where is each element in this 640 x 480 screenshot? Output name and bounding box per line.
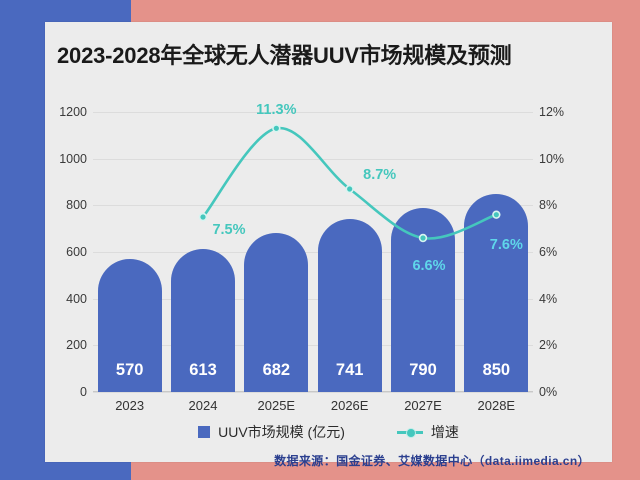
growth-rate-label: 8.7%	[363, 167, 397, 183]
legend-line-icon	[396, 426, 423, 438]
x-tick-label: 2025E	[257, 398, 296, 413]
y-tick-left: 800	[66, 198, 87, 213]
legend-item-bar: UUV市场规模 (亿元)	[198, 422, 345, 442]
chart-card: 2023-2028年全球无人潜器UUV市场规模及预测 0 200 400 600 800…	[45, 22, 612, 468]
x-tick-label: 2027E	[404, 398, 442, 413]
gridline	[93, 205, 533, 207]
decor-salmon-top	[131, 0, 640, 22]
plot-area: 0 200 400 600 800 1000 1200 0% 2% 4% 6% 8% 10% 12% 5…	[45, 84, 612, 413]
gridline	[93, 112, 533, 113]
x-tick-label: 2024	[188, 398, 218, 413]
x-tick-label: 2026E	[330, 398, 369, 413]
y-tick-left: 600	[66, 245, 87, 259]
legend-swatch-icon	[198, 426, 211, 438]
gridline	[93, 252, 533, 253]
y-tick-right: 10%	[539, 151, 565, 166]
y-tick-left: 200	[66, 338, 87, 353]
bar: 850	[464, 193, 529, 392]
legend-item-line: 增速	[396, 422, 459, 442]
bar: 741	[317, 219, 382, 392]
decor-blue-bottom	[0, 462, 131, 480]
line-data-point	[492, 210, 501, 219]
bar-series: 570 613 682 741 790 850	[93, 112, 533, 392]
y-tick-left: 0	[80, 385, 87, 399]
bar-value-label: 741	[335, 361, 364, 379]
bar: 682	[244, 232, 309, 392]
y-tick-right: 8%	[539, 198, 558, 213]
gridline	[93, 392, 533, 393]
decor-blue-top	[0, 0, 131, 22]
decor-salmon-right	[612, 0, 640, 480]
plot-canvas: 570 613 682 741 790 850 7.5% 11.3% 8.7% 6.6% 7.6%…	[93, 102, 533, 413]
bar-value-label: 790	[409, 361, 437, 379]
growth-rate-label: 11.3%	[256, 102, 297, 119]
decor-salmon-bottom	[131, 462, 640, 480]
bar: 570	[97, 259, 162, 392]
x-tick-label: 2023	[115, 398, 145, 413]
data-source-note: 数据来源：国金证券、艾媒数据中心（data.iimedia.cn）	[274, 454, 590, 468]
y-tick-left: 400	[66, 291, 87, 306]
line-data-point	[198, 212, 208, 222]
growth-rate-label: 6.6%	[412, 258, 446, 274]
line-data-point	[272, 124, 281, 133]
y-tick-left: 1000	[59, 151, 87, 166]
growth-rate-label: 7.6%	[489, 236, 523, 253]
chart-title: 2023-2028年全球无人潜器UUV市场规模及预测	[57, 43, 512, 68]
bar-value-label: 570	[115, 361, 144, 379]
y-tick-right: 6%	[539, 245, 558, 259]
gridline	[93, 345, 533, 347]
growth-rate-label: 7.5%	[212, 222, 246, 238]
y-tick-right: 0%	[539, 385, 558, 399]
x-tick-label: 2028E	[477, 398, 516, 413]
gridline	[93, 298, 533, 300]
growth-line-series	[198, 124, 501, 243]
gridline	[93, 158, 533, 160]
bar-value-label: 682	[262, 361, 291, 379]
line-data-point	[345, 184, 354, 194]
bar: 613	[171, 248, 235, 392]
x-axis-line	[93, 391, 533, 392]
legend-label-bar: UUV市场规模 (亿元)	[218, 424, 345, 440]
bar-value-label: 613	[189, 361, 217, 379]
growth-line	[201, 126, 498, 240]
chart-legend: UUV市场规模 (亿元) 增速	[45, 422, 612, 442]
decor-blue-left	[0, 0, 45, 480]
bar-value-label: 850	[482, 361, 511, 379]
legend-label-line: 增速	[430, 424, 459, 440]
line-data-point	[418, 233, 428, 243]
y-tick-right: 12%	[539, 105, 565, 119]
y-tick-left: 1200	[59, 105, 87, 119]
y-tick-right: 4%	[539, 291, 558, 306]
y-tick-right: 2%	[539, 338, 558, 353]
